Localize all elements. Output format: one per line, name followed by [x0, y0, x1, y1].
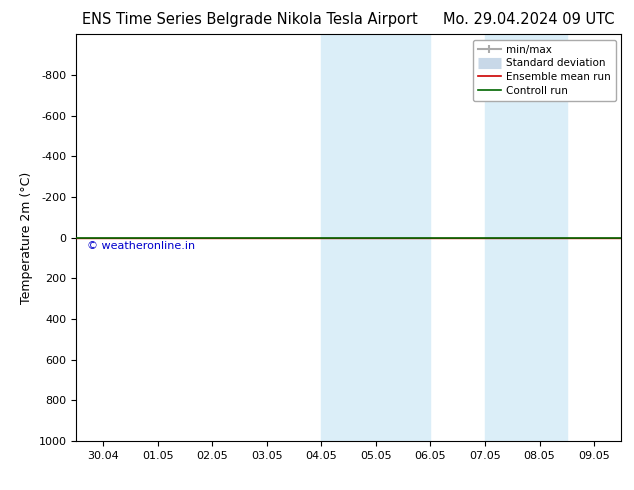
Bar — [485, 34, 567, 441]
Bar — [321, 34, 430, 441]
Legend: min/max, Standard deviation, Ensemble mean run, Controll run: min/max, Standard deviation, Ensemble me… — [473, 40, 616, 101]
Y-axis label: Temperature 2m (°C): Temperature 2m (°C) — [20, 172, 33, 304]
Text: © weatheronline.in: © weatheronline.in — [87, 241, 195, 251]
Text: Mo. 29.04.2024 09 UTC: Mo. 29.04.2024 09 UTC — [443, 12, 615, 27]
Text: ENS Time Series Belgrade Nikola Tesla Airport: ENS Time Series Belgrade Nikola Tesla Ai… — [82, 12, 418, 27]
